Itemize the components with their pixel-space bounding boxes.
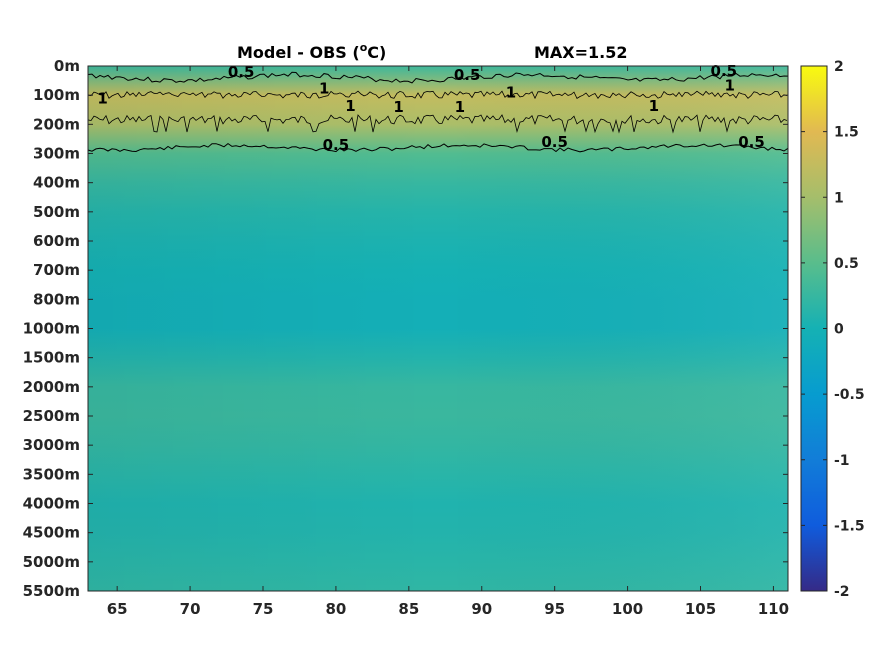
x-tick-label: 75 bbox=[253, 600, 274, 618]
y-tick-label: 5500m bbox=[23, 582, 80, 600]
contour-label: 0.5 bbox=[228, 63, 255, 81]
x-tick-label: 65 bbox=[107, 600, 128, 618]
max-annotation: MAX=1.52 bbox=[534, 43, 628, 62]
x-axis: 65 70 75 80 85 90 95 100 105 110 bbox=[107, 66, 789, 618]
colorbar-tick-label: -1 bbox=[834, 453, 850, 469]
colorbar-tick-label: 1 bbox=[834, 190, 844, 206]
colorbar-ticks: 2 1.5 1 0.5 0 -0.5 -1 -1.5 -2 bbox=[801, 59, 865, 600]
title-superscript: o bbox=[360, 41, 368, 54]
contour-label: 1 bbox=[724, 76, 734, 94]
y-tick-label: 100m bbox=[33, 86, 80, 104]
y-tick-label: 700m bbox=[33, 261, 80, 279]
y-tick-label: 800m bbox=[33, 290, 80, 308]
title-unit: C) bbox=[367, 43, 386, 62]
colorbar-tick-label: 2 bbox=[834, 59, 844, 75]
contour-lines bbox=[87, 71, 789, 153]
y-tick-label: 400m bbox=[33, 174, 80, 192]
contour-1-upper bbox=[87, 90, 788, 100]
contour-1-lower bbox=[87, 114, 788, 134]
colorbar-tick-label: -2 bbox=[834, 584, 850, 600]
y-axis: 0m 100m 200m 300m 400m 500m 600m 700m 800m 1000m 1… bbox=[23, 57, 788, 600]
colorbar-gradient bbox=[800, 65, 828, 592]
x-tick-label: 85 bbox=[398, 600, 419, 618]
colorbar-tick-label: 1.5 bbox=[834, 125, 859, 141]
contour-label: 0.5 bbox=[454, 66, 481, 84]
contour-label: 0.5 bbox=[738, 133, 765, 151]
y-tick-label: 0m bbox=[54, 57, 80, 75]
chart-title: Model - OBS (oC) bbox=[237, 41, 386, 62]
x-tick-label: 100 bbox=[612, 600, 643, 618]
x-tick-label: 90 bbox=[471, 600, 492, 618]
colorbar: 2 1.5 1 0.5 0 -0.5 -1 -1.5 -2 bbox=[800, 59, 865, 600]
contour-label: 1 bbox=[393, 98, 403, 116]
x-tick-label: 110 bbox=[758, 600, 789, 618]
x-tick-label: 105 bbox=[685, 600, 716, 618]
y-tick-label: 2000m bbox=[23, 378, 80, 396]
y-tick-label: 3000m bbox=[23, 436, 80, 454]
x-tick-label: 95 bbox=[544, 600, 565, 618]
colorbar-tick-label: 0.5 bbox=[834, 256, 859, 272]
x-tick-label: 80 bbox=[325, 600, 346, 618]
contour-label: 0.5 bbox=[323, 136, 350, 154]
colorbar-tick-label: -0.5 bbox=[834, 387, 865, 403]
y-tick-label: 4000m bbox=[23, 495, 80, 513]
colorbar-tick-label: -1.5 bbox=[834, 518, 865, 534]
y-tick-label: 5000m bbox=[23, 553, 80, 571]
colorbar-tick-label: 0 bbox=[834, 322, 844, 338]
contour-label: 1 bbox=[97, 89, 107, 107]
contour-label: 0.5 bbox=[541, 133, 568, 151]
y-tick-label: 300m bbox=[33, 145, 80, 163]
y-tick-label: 3500m bbox=[23, 465, 80, 483]
y-tick-label: 1000m bbox=[23, 320, 80, 338]
contour-0.5-upper bbox=[87, 71, 789, 84]
contour-label: 1 bbox=[506, 84, 516, 102]
y-tick-label: 2500m bbox=[23, 407, 80, 425]
y-tick-label: 600m bbox=[33, 232, 80, 250]
contour-0.5-lower bbox=[87, 142, 789, 153]
y-tick-label: 500m bbox=[33, 203, 80, 221]
heatmap-shading bbox=[88, 66, 788, 591]
y-tick-label: 200m bbox=[33, 115, 80, 133]
y-tick-label: 4500m bbox=[23, 524, 80, 542]
contour-label: 1 bbox=[319, 79, 329, 97]
title-main: Model - OBS ( bbox=[237, 43, 360, 62]
contour-label: 1 bbox=[649, 97, 659, 115]
x-tick-label: 70 bbox=[180, 600, 201, 618]
contour-label: 1 bbox=[345, 97, 355, 115]
y-tick-label: 1500m bbox=[23, 349, 80, 367]
contour-label: 1 bbox=[455, 98, 465, 116]
